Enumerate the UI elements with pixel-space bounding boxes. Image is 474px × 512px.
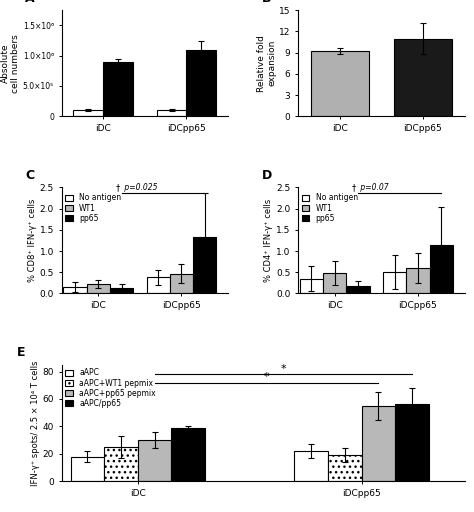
Y-axis label: Relative fold
expansion: Relative fold expansion	[257, 35, 276, 92]
Bar	[395, 404, 428, 481]
Bar	[394, 38, 452, 116]
Text: *: *	[264, 372, 269, 382]
Y-axis label: IFN-γ⁺ spots/ 2.5 × 10⁴ T cells: IFN-γ⁺ spots/ 2.5 × 10⁴ T cells	[31, 360, 40, 486]
Bar	[171, 428, 205, 481]
Text: p=0.025: p=0.025	[121, 183, 157, 192]
Text: †: †	[116, 183, 120, 192]
Bar	[104, 447, 138, 481]
Text: B: B	[261, 0, 271, 5]
Text: D: D	[261, 169, 272, 182]
Bar	[193, 238, 217, 293]
Bar	[294, 451, 328, 481]
Bar	[383, 272, 406, 293]
Bar	[170, 273, 193, 293]
Text: A: A	[25, 0, 35, 5]
Text: E: E	[18, 346, 26, 359]
Y-axis label: Absolute
cell numbers: Absolute cell numbers	[0, 34, 20, 93]
Bar	[406, 268, 429, 293]
Legend: No antigen, WT1, pp65: No antigen, WT1, pp65	[302, 194, 358, 223]
Bar	[64, 287, 87, 293]
Y-axis label: % CD8⁺ IFN-γ⁺ cells: % CD8⁺ IFN-γ⁺ cells	[28, 199, 37, 282]
Bar	[328, 455, 362, 481]
Bar	[323, 273, 346, 293]
Bar	[146, 278, 170, 293]
Text: C: C	[25, 169, 34, 182]
Bar	[73, 110, 103, 116]
Bar	[429, 245, 453, 293]
Bar	[110, 288, 133, 293]
Bar	[103, 62, 133, 116]
Text: p=0.07: p=0.07	[358, 183, 389, 192]
Bar	[138, 440, 171, 481]
Y-axis label: % CD4⁺ IFN-γ⁺ cells: % CD4⁺ IFN-γ⁺ cells	[264, 199, 273, 282]
Bar	[346, 286, 370, 293]
Bar	[310, 51, 369, 116]
Bar	[87, 284, 110, 293]
Bar	[186, 50, 217, 116]
Legend: aAPC, aAPC+WT1 pepmix, aAPC+pp65 pepmix, aAPC/pp65: aAPC, aAPC+WT1 pepmix, aAPC+pp65 pepmix,…	[65, 369, 156, 408]
Text: †: †	[352, 183, 356, 192]
Bar	[71, 457, 104, 481]
Text: *: *	[281, 364, 286, 374]
Legend: No antigen, WT1, pp65: No antigen, WT1, pp65	[65, 194, 121, 223]
Bar	[362, 406, 395, 481]
Bar	[156, 110, 186, 116]
Bar	[300, 279, 323, 293]
